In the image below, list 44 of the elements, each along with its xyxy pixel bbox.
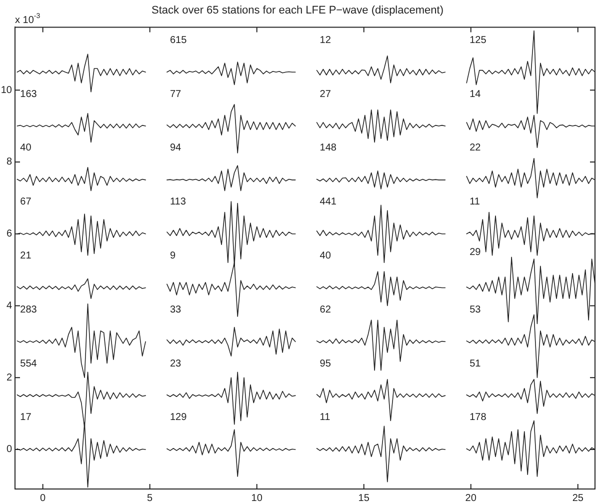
x-tick-label: 0	[40, 492, 46, 503]
annotation: 615	[170, 34, 188, 46]
annotation: 148	[320, 142, 337, 154]
annotation: 283	[20, 304, 38, 316]
x-tick-label: 10	[251, 492, 263, 503]
x-tick-label: 20	[465, 492, 477, 503]
annotation: 27	[320, 88, 332, 100]
y-tick-label: 0	[6, 444, 12, 456]
annotation: 11	[470, 196, 480, 208]
annotation: 62	[320, 304, 332, 316]
annotation: 9	[170, 250, 176, 262]
annotation: 163	[20, 88, 38, 100]
annotation: 23	[170, 358, 182, 370]
y-tick-label: 8	[6, 156, 12, 168]
annotation: 113	[170, 196, 186, 208]
annotation: 29	[470, 246, 482, 258]
x-tick-label: 5	[147, 492, 154, 503]
annotation: 22	[470, 142, 482, 154]
y-tick-label: 2	[6, 372, 12, 384]
annotation: 21	[20, 250, 32, 262]
annotation: 129	[170, 412, 188, 424]
annotation: 53	[470, 304, 482, 316]
annotation: 554	[20, 358, 38, 370]
y-tick-label: 10	[0, 84, 12, 96]
annotation: 11	[320, 412, 331, 424]
annotation: 12	[320, 34, 332, 46]
annotation: 14	[470, 88, 482, 100]
y-tick-label: 6	[6, 228, 12, 240]
chart-title: Stack over 65 stations for each LFE P−wave (displacement)	[152, 4, 444, 17]
annotation: 125	[470, 34, 487, 46]
annotation: 77	[170, 88, 182, 100]
annotation: 441	[320, 196, 337, 208]
annotation: 40	[320, 250, 332, 262]
annotation: 67	[20, 196, 32, 208]
annotation: 178	[470, 412, 487, 424]
annotation: 95	[320, 358, 332, 370]
y-tick-label: 4	[6, 300, 12, 312]
annotation: 51	[470, 358, 482, 370]
x-tick-label: 15	[358, 492, 370, 503]
x-tick-label: 25	[572, 492, 584, 503]
annotation: 17	[20, 412, 32, 424]
annotation: 40	[20, 142, 32, 154]
annotation: 33	[170, 304, 182, 316]
annotation: 94	[170, 142, 182, 154]
